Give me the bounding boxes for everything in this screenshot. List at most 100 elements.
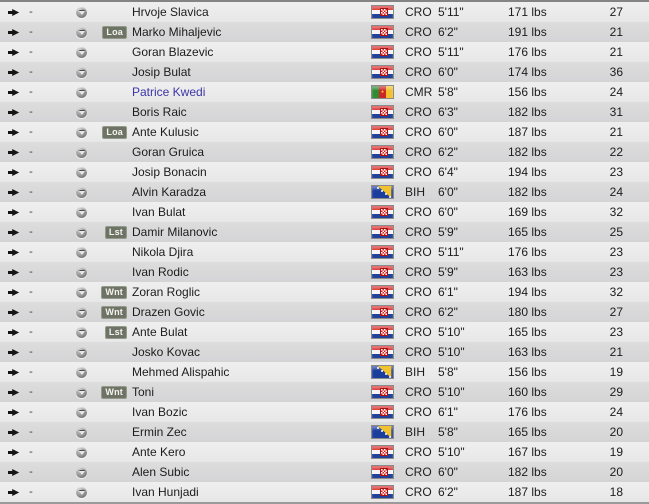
player-height: 5'10" <box>438 385 465 399</box>
chevron-down-icon <box>78 410 85 415</box>
player-row[interactable]: - Alen Subic CRO 6'0" 182 lbs 20 <box>0 462 649 482</box>
player-row[interactable]: - Lst Damir Milanovic CRO 5'9" 165 lbs 2… <box>0 222 649 242</box>
player-row[interactable]: - Ivan Rodic CRO 5'9" 163 lbs 23 <box>0 262 649 282</box>
player-name[interactable]: Hrvoje Slavica <box>132 5 209 19</box>
player-age: 32 <box>609 285 623 299</box>
player-name[interactable]: Patrice Kwedi <box>132 85 206 99</box>
player-actions-button[interactable] <box>76 366 87 378</box>
player-actions-button[interactable] <box>76 306 87 318</box>
player-name[interactable]: Goran Blazevic <box>132 45 214 59</box>
right-arrow-icon <box>8 148 20 156</box>
player-actions-button[interactable] <box>76 146 87 158</box>
player-actions-button[interactable] <box>76 266 87 278</box>
status-badge: Wnt <box>101 305 127 319</box>
player-name[interactable]: Ante Bulat <box>132 325 188 339</box>
player-name[interactable]: Ivan Bozic <box>132 405 188 419</box>
player-name[interactable]: Marko Mihaljevic <box>132 25 222 39</box>
player-row[interactable]: - Lst Ante Bulat CRO 5'10" 165 lbs 23 <box>0 322 649 342</box>
player-name[interactable]: Ivan Rodic <box>132 265 189 279</box>
player-row[interactable]: - Mehmed Alispahic BIH 5'8" 156 lbs 19 <box>0 362 649 382</box>
player-row[interactable]: - Loa Ante Kulusic CRO 6'0" 187 lbs 21 <box>0 122 649 142</box>
player-name[interactable]: Ante Kulusic <box>132 125 199 139</box>
nation-code: CRO <box>405 205 432 219</box>
right-arrow-icon <box>8 188 20 196</box>
player-actions-button[interactable] <box>76 466 87 478</box>
player-row[interactable]: - Josko Kovac CRO 5'10" 163 lbs 21 <box>0 342 649 362</box>
nation-code: CRO <box>405 5 432 19</box>
status-badge: Loa <box>102 25 127 39</box>
player-name[interactable]: Alen Subic <box>132 465 190 479</box>
player-name[interactable]: Mehmed Alispahic <box>132 365 230 379</box>
player-actions-button[interactable] <box>76 406 87 418</box>
player-actions-button[interactable] <box>76 246 87 258</box>
player-actions-button[interactable] <box>76 426 87 438</box>
player-actions-button[interactable] <box>76 386 87 398</box>
nation-code: BIH <box>405 365 426 379</box>
transfer-arrow-cell <box>0 88 22 97</box>
player-row[interactable]: - Alvin Karadza BIH 6'0" 182 lbs 24 <box>0 182 649 202</box>
player-actions-button[interactable] <box>76 66 87 78</box>
player-name[interactable]: Ante Kero <box>132 445 186 459</box>
player-name[interactable]: Nikola Djira <box>132 245 194 259</box>
nation-flag-icon <box>371 485 394 499</box>
player-row[interactable]: - Wnt Zoran Roglic CRO 6'1" 194 lbs 32 <box>0 282 649 302</box>
player-name[interactable]: Goran Gruica <box>132 145 205 159</box>
player-actions-button[interactable] <box>76 6 87 18</box>
player-actions-button[interactable] <box>76 206 87 218</box>
player-name[interactable]: Josip Bonacin <box>132 165 207 179</box>
player-name[interactable]: Ivan Bulat <box>132 205 186 219</box>
player-row[interactable]: - Boris Raic CRO 6'3" 182 lbs 31 <box>0 102 649 122</box>
player-actions-button[interactable] <box>76 326 87 338</box>
player-row[interactable]: - Wnt Drazen Govic CRO 6'2" 180 lbs 27 <box>0 302 649 322</box>
transfer-arrow-cell <box>0 48 22 57</box>
player-name[interactable]: Boris Raic <box>132 105 187 119</box>
transfer-arrow-cell <box>0 328 22 337</box>
nation-flag-icon <box>371 145 394 159</box>
player-row[interactable]: - Patrice Kwedi CMR 5'8" 156 lbs 24 <box>0 82 649 102</box>
player-row[interactable]: - Ermin Zec BIH 5'8" 165 lbs 20 <box>0 422 649 442</box>
player-actions-button[interactable] <box>76 46 87 58</box>
player-height: 6'0" <box>438 465 458 479</box>
player-actions-button[interactable] <box>76 346 87 358</box>
player-actions-button[interactable] <box>76 86 87 98</box>
player-name[interactable]: Toni <box>132 385 155 399</box>
player-name[interactable]: Josip Bulat <box>132 65 191 79</box>
info-dash: - <box>29 226 33 238</box>
player-row[interactable]: - Loa Marko Mihaljevic CRO 6'2" 191 lbs … <box>0 22 649 42</box>
player-row[interactable]: - Ante Kero CRO 5'10" 167 lbs 19 <box>0 442 649 462</box>
player-row[interactable]: - Josip Bulat CRO 6'0" 174 lbs 36 <box>0 62 649 82</box>
player-row[interactable]: - Josip Bonacin CRO 6'4" 194 lbs 23 <box>0 162 649 182</box>
player-row[interactable]: - Ivan Hunjadi CRO 6'2" 187 lbs 18 <box>0 482 649 502</box>
info-dash: - <box>29 166 33 178</box>
player-actions-button[interactable] <box>76 226 87 238</box>
player-actions-button[interactable] <box>76 166 87 178</box>
player-actions-button[interactable] <box>76 126 87 138</box>
player-name[interactable]: Ermin Zec <box>132 425 187 439</box>
player-actions-button[interactable] <box>76 186 87 198</box>
player-height: 5'10" <box>438 445 465 459</box>
right-arrow-icon <box>8 448 20 456</box>
player-actions-button[interactable] <box>76 446 87 458</box>
transfer-arrow-cell <box>0 168 22 177</box>
player-row[interactable]: - Ivan Bozic CRO 6'1" 176 lbs 24 <box>0 402 649 422</box>
transfer-arrow-cell <box>0 28 22 37</box>
player-actions-button[interactable] <box>76 106 87 118</box>
player-row[interactable]: - Wnt Toni CRO 5'10" 160 lbs 29 <box>0 382 649 402</box>
player-name[interactable]: Damir Milanovic <box>132 225 218 239</box>
player-age: 23 <box>609 245 623 259</box>
player-row[interactable]: - Hrvoje Slavica CRO 5'11" 171 lbs 27 <box>0 2 649 22</box>
player-row[interactable]: - Nikola Djira CRO 5'11" 176 lbs 23 <box>0 242 649 262</box>
player-actions-button[interactable] <box>76 286 87 298</box>
player-row[interactable]: - Goran Blazevic CRO 5'11" 176 lbs 21 <box>0 42 649 62</box>
right-arrow-icon <box>8 68 20 76</box>
player-name[interactable]: Ivan Hunjadi <box>132 485 199 499</box>
player-row[interactable]: - Ivan Bulat CRO 6'0" 169 lbs 32 <box>0 202 649 222</box>
player-actions-button[interactable] <box>76 26 87 38</box>
player-name[interactable]: Zoran Roglic <box>132 285 201 299</box>
player-name[interactable]: Josko Kovac <box>132 345 201 359</box>
player-actions-button[interactable] <box>76 486 87 498</box>
player-name[interactable]: Alvin Karadza <box>132 185 207 199</box>
nation-flag-icon <box>371 25 394 39</box>
player-row[interactable]: - Goran Gruica CRO 6'2" 182 lbs 22 <box>0 142 649 162</box>
player-name[interactable]: Drazen Govic <box>132 305 205 319</box>
